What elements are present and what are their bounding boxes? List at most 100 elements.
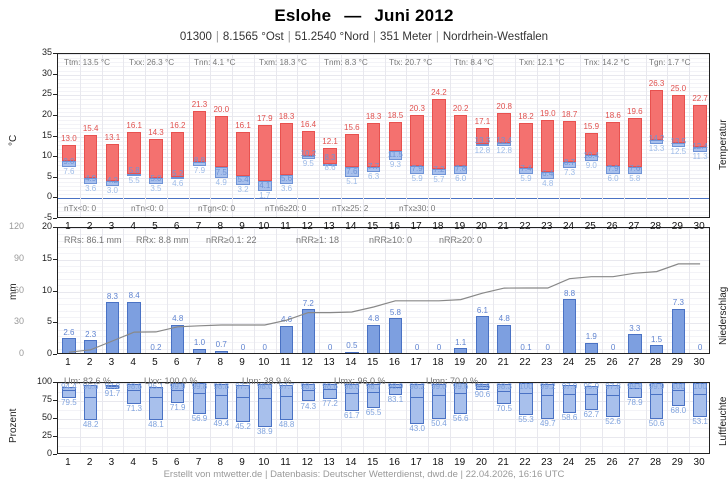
humidity-mean-line <box>345 392 359 394</box>
precipitation-x-tick-label: 9 <box>239 357 245 368</box>
precipitation-value-label: 0.5 <box>346 341 358 351</box>
temperature-x-tick-label: 28 <box>650 221 662 232</box>
temperature-minor-gridline <box>58 71 709 72</box>
temperature-minor-gridline <box>58 120 709 121</box>
precipitation-gridline-v <box>385 228 386 353</box>
temperature-bar-min <box>236 176 250 186</box>
temperature-minor-gridline <box>58 128 709 129</box>
humidity-min-label: 48.8 <box>278 419 295 429</box>
temperature-mid-label: 5.4 <box>237 175 249 185</box>
temperature-bar-max <box>301 130 316 157</box>
temperature-min-label: 3.5 <box>150 183 162 193</box>
temperature-gridline-v <box>102 54 103 217</box>
temperature-mid-label: 9.0 <box>63 157 75 167</box>
humidity-x-tick-label: 5 <box>152 457 158 468</box>
precipitation-x-tick-label: 30 <box>693 357 705 368</box>
temperature-mid-label: 7.9 <box>411 164 423 174</box>
temperature-mid-label: 13.5 <box>670 136 687 146</box>
humidity-gridline-v <box>580 383 581 453</box>
temperature-bar-max <box>584 132 599 156</box>
temperature-gridline <box>58 157 709 158</box>
humidity-mean-line <box>432 394 446 396</box>
temperature-x-tick-label: 6 <box>173 221 180 232</box>
humidity-min-label: 77.2 <box>322 399 338 409</box>
precipitation-value-label: 0 <box>414 343 420 352</box>
precipitation-bar <box>671 308 686 353</box>
humidity-gridline-v <box>80 383 81 453</box>
humidity-mean-line <box>562 393 577 395</box>
humidity-gridline-v <box>297 383 298 453</box>
humidity-x-tick-label: 11 <box>280 457 291 468</box>
temperature-y-axis-title: °C <box>8 134 19 146</box>
temperature-bar-min <box>170 176 185 180</box>
humidity-min-label: 62.7 <box>583 409 600 419</box>
temperature-x-tick-label: 14 <box>345 221 357 232</box>
precipitation-stat-item: RRs: 86.1 mm <box>64 235 122 245</box>
temperature-max-label: 18.7 <box>561 110 578 120</box>
humidity-min-label: 78.9 <box>627 398 643 408</box>
humidity-x-tick-label: 7 <box>195 457 202 468</box>
humidity-bar <box>541 383 555 420</box>
temperature-bar-max <box>170 131 185 177</box>
humidity-stat-item: Unn: 38.9 % <box>242 376 292 386</box>
humidity-gridline-v <box>515 383 516 453</box>
precipitation-gridline-v <box>297 228 298 353</box>
temperature-gridline <box>58 75 709 76</box>
temperature-bar-min <box>105 181 120 186</box>
temperature-bar-min <box>127 174 141 177</box>
humidity-max-label: 97.7 <box>278 382 295 391</box>
temperature-minor-gridline <box>58 83 709 84</box>
temperature-min-label: 3.6 <box>280 183 293 193</box>
temperature-mid-label: 4.9 <box>85 173 97 183</box>
precipitation-y-tick <box>53 322 57 323</box>
humidity-gridline-v <box>232 383 233 453</box>
humidity-min-label: 53.1 <box>692 416 708 426</box>
temperature-x-tick-label: 27 <box>628 221 640 232</box>
humidity-min-label: 50.4 <box>431 418 447 428</box>
temperature-bar-max <box>149 139 163 178</box>
precipitation-bar <box>301 309 316 353</box>
precipitation-value-label: 0 <box>545 343 550 352</box>
temperature-mid-label: 5.2 <box>172 169 184 179</box>
temperature-minor-gridline <box>58 149 709 150</box>
temperature-max-label: 20.3 <box>409 103 425 113</box>
temperature-bar-max <box>236 131 250 177</box>
precipitation-bar <box>366 324 381 353</box>
temperature-min-label: 12.5 <box>670 146 687 156</box>
temperature-bar-min <box>649 139 664 144</box>
humidity-x-tick-label: 17 <box>410 457 422 468</box>
precipitation-gridline-v <box>123 228 124 353</box>
temperature-bar-max <box>628 117 642 168</box>
precipitation-gridline-v <box>276 228 277 353</box>
precipitation-x-tick-label: 29 <box>671 357 683 368</box>
humidity-max-label: 97.9 <box>561 382 578 391</box>
temperature-stat-item: Tnn: 4.1 °C <box>194 58 236 67</box>
humidity-x-tick-label: 10 <box>258 457 270 468</box>
humidity-bar <box>323 384 337 400</box>
precipitation-gridline <box>58 292 709 293</box>
temperature-minor-gridline <box>58 211 709 212</box>
temperature-min-label: 7.6 <box>63 167 75 177</box>
temperature-bar-min <box>388 150 403 160</box>
humidity-minor-gridline <box>58 446 709 447</box>
precipitation-bar <box>388 318 403 353</box>
temperature-bar-max <box>62 144 76 162</box>
temperature-minor-gridline <box>58 207 709 208</box>
temperature-bar-min <box>366 166 381 173</box>
humidity-max-label: 97.8 <box>104 382 121 391</box>
precipitation-minor-gridline <box>58 285 709 286</box>
temperature-max-label: 22.7 <box>692 93 708 103</box>
precipitation-bar <box>453 348 468 353</box>
humidity-min-label: 52.6 <box>605 417 621 427</box>
temperature-max-label: 18.3 <box>365 111 382 121</box>
precipitation-bar <box>475 316 490 353</box>
humidity-x-tick-label: 1 <box>65 457 71 468</box>
precipitation-x-tick-label: 1 <box>65 357 71 368</box>
humidity-min-label: 45.2 <box>235 422 251 432</box>
humidity-x-tick-label: 23 <box>541 457 553 468</box>
precipitation-bar <box>628 334 642 353</box>
humidity-gridline-v <box>363 383 364 453</box>
humidity-max-label: 99.6 <box>452 382 469 391</box>
temperature-x-tick-label: 13 <box>323 221 335 232</box>
temperature-gridline-v <box>232 54 233 217</box>
